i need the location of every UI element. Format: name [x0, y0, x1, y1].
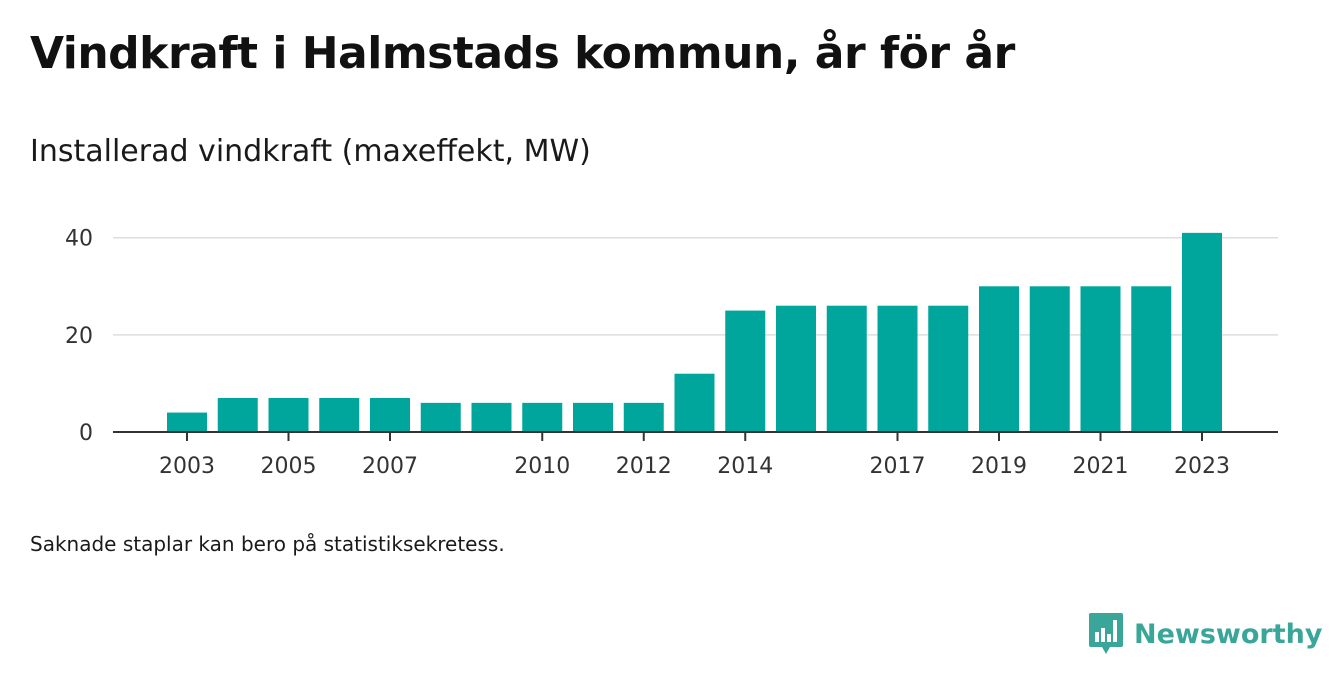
x-tick-label: 2023: [1174, 454, 1230, 479]
bar: [1182, 232, 1222, 432]
x-tick-label: 2005: [261, 454, 317, 479]
x-tick-label: 2017: [870, 454, 926, 479]
x-tick-label: 2010: [514, 454, 570, 479]
bar: [268, 398, 309, 432]
x-tick-label: 2019: [971, 454, 1027, 479]
footnote: Saknade staplar kan bero på statistiksek…: [30, 532, 505, 556]
y-tick-label: 20: [65, 324, 93, 349]
bar: [370, 398, 410, 432]
x-tick-label: 2007: [362, 454, 418, 479]
bar: [522, 402, 563, 432]
bar: [1029, 286, 1070, 432]
chart-title: Vindkraft i Halmstads kommun, år för år: [30, 28, 1015, 79]
bar: [877, 305, 918, 432]
bar: [928, 305, 969, 432]
bar: [1131, 286, 1172, 432]
bar: [573, 402, 613, 432]
bar: [623, 402, 664, 432]
bar: [1080, 286, 1121, 432]
y-tick-label: 0: [79, 421, 93, 446]
bar: [319, 398, 360, 432]
bar: [826, 305, 867, 432]
chart-subtitle: Installerad vindkraft (maxeffekt, MW): [30, 134, 591, 169]
newsworthy-logo-icon: [1089, 613, 1123, 654]
brand-name: Newsworthy: [1134, 618, 1323, 650]
y-tick-label: 40: [65, 227, 93, 252]
x-tick-label: 2021: [1073, 454, 1129, 479]
bar: [725, 310, 766, 432]
x-axis-ticks: 2003 2005 2007 2010 2012 2014 2017 2019 2021 2023: [159, 432, 1230, 479]
bar: [674, 373, 715, 432]
bar: [420, 402, 461, 432]
y-axis-ticks: 0 20 40: [65, 227, 93, 446]
bar: [217, 398, 258, 432]
x-tick-label: 2014: [717, 454, 773, 479]
brand-logo[interactable]: Newsworthy: [1088, 612, 1322, 656]
bar: [979, 286, 1019, 432]
bar: [471, 402, 512, 432]
bar: [776, 305, 816, 432]
bar: [167, 412, 207, 432]
x-tick-label: 2012: [616, 454, 672, 479]
bars: [167, 232, 1222, 432]
x-tick-label: 2003: [159, 454, 215, 479]
